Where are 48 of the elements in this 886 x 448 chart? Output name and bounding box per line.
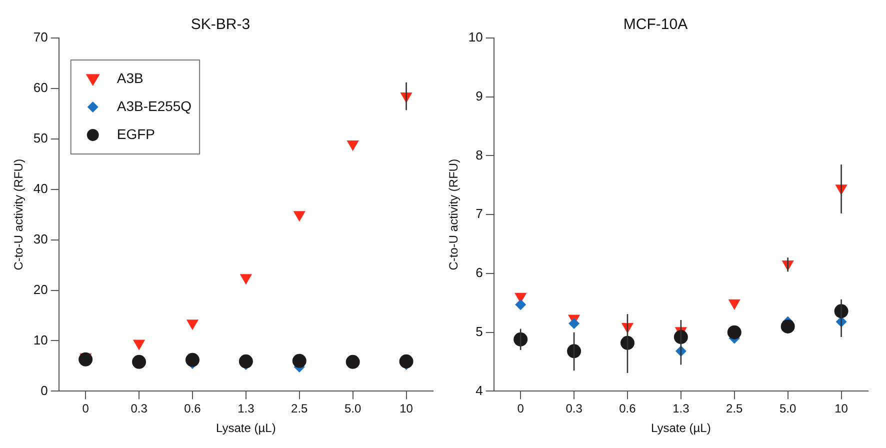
y-tick-label: 8 (476, 147, 483, 162)
y-tick-label: 50 (33, 130, 48, 146)
y-tick-label: 10 (33, 332, 48, 348)
point (132, 354, 146, 369)
y-axis-title: C-to-U activity (RFU) (446, 158, 461, 270)
y-tick-label: 20 (33, 282, 48, 297)
y-tick-label: 10 (468, 30, 483, 45)
x-tick-label: 0.6 (184, 402, 202, 416)
x-tick-label: 0.3 (566, 402, 583, 416)
x-axis-title: Lysate (µL) (216, 421, 276, 436)
point (292, 354, 306, 368)
y-tick-label: 70 (33, 30, 48, 45)
y-tick-label: 4 (476, 382, 483, 398)
x-tick-label: 2.5 (291, 402, 308, 416)
x-tick-label: 0.3 (130, 402, 148, 416)
x-axis-title: Lysate (µL) (651, 421, 711, 436)
x-tick-label: 10 (834, 402, 848, 416)
x-tick-label: 10 (400, 402, 414, 416)
point (346, 354, 360, 369)
x-tick-label: 0 (517, 402, 524, 416)
x-tick-label: 5.0 (779, 402, 796, 416)
x-tick-label: 2.5 (726, 402, 744, 416)
y-tick-label: 5 (476, 324, 483, 339)
point (78, 352, 93, 366)
point (238, 354, 253, 368)
x-tick-label: 5.0 (344, 402, 362, 416)
x-tick-label: 1.3 (672, 402, 690, 416)
point (399, 354, 414, 368)
point (346, 140, 359, 151)
point (293, 211, 306, 222)
chart-title: MCF-10A (623, 16, 688, 34)
y-tick-label: 30 (33, 231, 48, 246)
x-tick-label: 1.3 (238, 402, 255, 416)
y-tick-label: 6 (476, 265, 483, 280)
y-axis-title: C-to-U activity (RFU) (12, 158, 26, 270)
x-tick-label: 0.6 (619, 402, 636, 416)
legend-label: A3B-E255Q (116, 98, 192, 114)
point (240, 274, 252, 285)
legend-label: EGFP (116, 126, 155, 142)
chart-title: SK-BR-3 (190, 16, 250, 34)
y-tick-label: 0 (40, 382, 48, 398)
y-tick-label: 60 (33, 80, 48, 96)
x-tick-label: 0 (82, 402, 90, 416)
y-tick-label: 7 (476, 206, 483, 222)
y-tick-label: 9 (476, 88, 483, 104)
point (185, 352, 200, 367)
legend-label: A3B (116, 70, 144, 86)
y-tick-label: 40 (33, 180, 48, 196)
